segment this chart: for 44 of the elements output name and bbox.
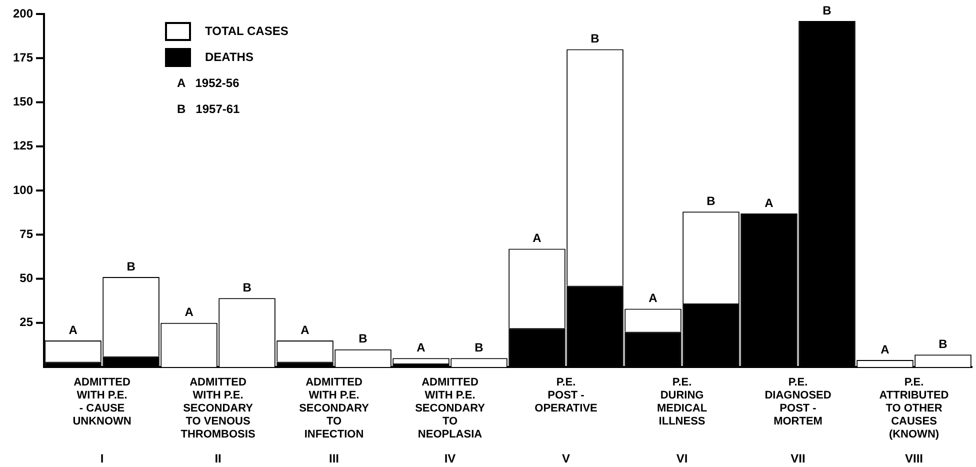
y-tick-label: 175 [12,50,34,64]
data-label: A [68,322,78,337]
text: VII [790,451,806,466]
data-label: B [822,3,832,18]
y-tick-label: 125 [12,138,34,153]
y-tick-label: 50 [20,271,34,286]
data-label: B [938,336,948,351]
y-tick-label: 100 [12,182,34,197]
data-label: B [590,32,600,46]
data-label: B [242,280,252,294]
text: P.E. DURING MEDICAL ILLNESS [656,376,708,428]
y-tick-label: 150 [12,94,34,109]
text: ADMITTED WITH P.E. SECONDARY TO NEOPLASIA [415,376,486,441]
text: P.E. DIAGNOSED POST - MORTEM [764,376,832,428]
text: V [562,451,570,466]
text: ADMITTED WITH P.E. - CAUSE UNKNOWN [72,376,132,428]
text: VIII [904,451,924,466]
text: I [100,451,104,466]
text: III [329,451,340,466]
text: ADMITTED WITH P.E. SECONDARY TO INFECTION [299,376,370,441]
annotation: B 1957-61 [176,101,241,118]
data-label: A [648,291,658,306]
data-label: A [880,342,890,356]
y-tick-label: 75 [20,226,34,241]
annotation: A 1952-56 [176,75,240,92]
legend-label: DEATHS [205,50,254,64]
data-label: A [184,305,194,320]
data-label: A [416,340,426,354]
text: ADMITTED WITH P.E. SECONDARY TO VENOUS THROMBOSIS [180,376,256,441]
data-label: B [126,259,136,274]
y-tick-label: 25 [20,315,34,330]
data-label: B [474,340,484,354]
text: P.E. POST - OPERATIVE [534,376,598,415]
data-label: B [706,194,716,208]
data-label: B [358,332,368,346]
text: IV [444,451,456,466]
y-tick-label: 200 [12,6,34,20]
legend-label: TOTAL CASES [205,24,288,38]
text: P.E. ATTRIBUTED TO OTHER CAUSES (KNOWN) [879,376,949,441]
text: VI [676,451,688,466]
text: II [214,451,222,466]
data-label: A [532,231,542,246]
data-label: A [300,322,310,337]
data-label: A [764,196,774,210]
